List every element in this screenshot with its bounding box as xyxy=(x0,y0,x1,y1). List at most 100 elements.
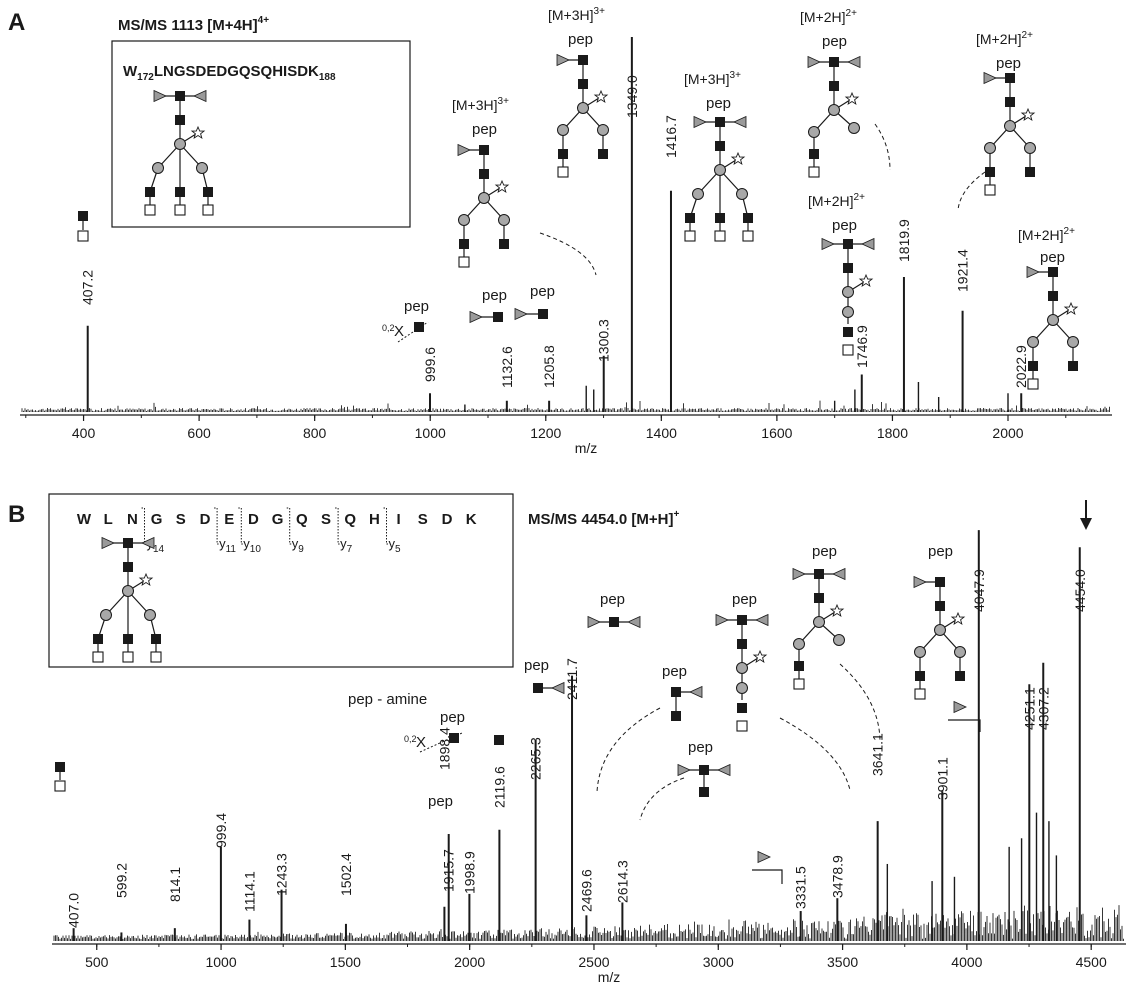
x-axis-label: m/z xyxy=(575,440,598,456)
x-tick-label: 4500 xyxy=(1076,954,1107,970)
sequence-residue: W xyxy=(77,511,92,528)
peak-label: 1502.4 xyxy=(338,853,354,896)
cross-ring-sup-a: 0,2 xyxy=(382,323,395,333)
pep-1915-label: pep xyxy=(428,793,453,810)
fucose-loss-icon-2 xyxy=(757,851,771,863)
peak-label: 2022.9 xyxy=(1013,345,1029,388)
inset-seq-pre: W xyxy=(123,63,138,80)
pep-1205-label: pep xyxy=(530,283,555,300)
x-tick-label: 1600 xyxy=(761,425,792,441)
peak-label: 4251.1 xyxy=(1021,687,1037,730)
fucose-loss-icon-1 xyxy=(953,701,967,713)
peak-label: 1132.6 xyxy=(499,346,515,388)
peak-label: 2411.7 xyxy=(564,658,580,700)
sequence-residue: E xyxy=(224,511,234,528)
inset-seq-sub1: 172 xyxy=(137,72,154,83)
peak-label: 2469.6 xyxy=(578,869,594,912)
ion-label-a1: [M+3H]3+ xyxy=(452,96,509,113)
sequence-residue: L xyxy=(104,511,113,528)
sequence-residue: I xyxy=(397,511,401,528)
panel-b-inset-glycan xyxy=(93,538,161,663)
glycan-1349-icon xyxy=(557,55,609,178)
panel-a-peak-labels: 407.2 999.6 1132.6 1205.8 1300.3 1349.0 1416.7… xyxy=(80,75,1029,388)
peak-label: 1898.4 xyxy=(436,727,452,770)
x-tick-label: 2500 xyxy=(578,954,609,970)
x-tick-label: 2000 xyxy=(992,425,1023,441)
glycan-1921-icon xyxy=(984,73,1036,196)
peak-label: 814.1 xyxy=(167,867,183,902)
down-arrow-icon xyxy=(1080,500,1092,530)
peak-label: 1243.3 xyxy=(274,853,290,896)
sequence-residue: S xyxy=(176,511,186,528)
x-axis-label: m/z xyxy=(598,969,621,985)
peak-label: 407.0 xyxy=(66,893,82,928)
peak-label: 407.2 xyxy=(80,270,96,305)
sequence-residue: Q xyxy=(344,511,356,528)
fragment-label: y11 xyxy=(219,536,236,555)
x-tick-label: 500 xyxy=(85,954,109,970)
pep-1300-label: pep xyxy=(472,121,497,138)
x-tick-label: 1400 xyxy=(646,425,677,441)
peak-label: 1300.3 xyxy=(596,319,612,362)
sequence-residue: Q xyxy=(296,511,308,528)
peak-label: 1114.1 xyxy=(241,871,257,912)
inset-seq-sub2: 188 xyxy=(319,72,336,83)
panel-a-inset-sequence: W172LNGSDEDGQSQHISDK188 xyxy=(123,63,336,83)
fragment-label: y7 xyxy=(340,536,353,555)
sequence-residue: N xyxy=(127,511,138,528)
ion-label-a6: [M+2H]2+ xyxy=(808,192,865,209)
glycan-4047-icon xyxy=(914,577,966,700)
cross-ring-x-b: X xyxy=(416,734,426,751)
peak-label: 4307.2 xyxy=(1035,687,1051,730)
x-tick-label: 1800 xyxy=(877,425,908,441)
pep-1819-label: pep xyxy=(822,33,847,50)
peak-label: 1915.7 xyxy=(441,849,457,892)
cleavage-mark xyxy=(214,507,221,545)
peak-label: 1205.8 xyxy=(541,345,557,388)
peak-label: 1998.9 xyxy=(461,851,477,894)
glycan-2119-icon xyxy=(494,735,504,745)
peak-label: 3331.5 xyxy=(793,866,809,909)
peak-label: 2614.3 xyxy=(614,860,630,903)
peak-label: 3478.9 xyxy=(829,855,845,898)
peak-label: 2265.3 xyxy=(528,737,544,780)
panel-a: A MS/MS 1113 [M+4H]4+ W172LNGSDEDGQSQHIS… xyxy=(8,6,1112,456)
glycan-2411-icon xyxy=(609,617,619,627)
x-tick-label: 400 xyxy=(72,425,96,441)
x-tick-label: 4000 xyxy=(951,954,982,970)
x-tick-label: 800 xyxy=(303,425,327,441)
peak-label: 1819.9 xyxy=(896,219,912,262)
pep-1921-label: pep xyxy=(996,55,1021,72)
cross-ring-x-a: X xyxy=(394,323,404,340)
glycan-1205-icon xyxy=(538,309,548,319)
pep-2265-label: pep xyxy=(524,657,549,674)
pep-2022-label: pep xyxy=(1040,249,1065,266)
pep-2411-label: pep xyxy=(600,591,625,608)
ion-label-a7: [M+2H]2+ xyxy=(1018,226,1075,243)
peak-label: 599.2 xyxy=(113,863,129,898)
panel-a-title-sup: 4+ xyxy=(258,15,270,26)
panel-b-title-sup: + xyxy=(673,509,679,520)
peak-label: 999.4 xyxy=(213,813,229,848)
pep-1416-label: pep xyxy=(706,95,731,112)
noise-trace xyxy=(53,901,1124,941)
glycan-407b-open-icon xyxy=(54,780,66,792)
sequence-residue: S xyxy=(321,511,331,528)
pep-2614-label: pep xyxy=(688,739,713,756)
glycan-1300-icon xyxy=(458,145,510,268)
ion-label-a3: [M+3H]3+ xyxy=(684,70,741,87)
glycan-3641-icon xyxy=(793,569,845,690)
ion-label-a4: [M+2H]2+ xyxy=(800,8,857,25)
sequence-residue: G xyxy=(272,511,284,528)
fragment-label: y10 xyxy=(243,536,261,555)
pep-3641-label: pep xyxy=(812,543,837,560)
panel-a-x-axis: 400 600 800 1000 1200 1400 1600 1800 2000 m/z xyxy=(20,414,1112,456)
panel-a-title: MS/MS 1113 [M+4H]4+ xyxy=(118,15,269,34)
pep-1746-label: pep xyxy=(832,217,857,234)
cleavage-mark xyxy=(238,507,245,545)
pep-1349-label: pep xyxy=(568,31,593,48)
glycan-407-open-icon xyxy=(77,230,89,242)
sequence-residue: D xyxy=(442,511,453,528)
pep-1998-label: pep xyxy=(440,709,465,726)
